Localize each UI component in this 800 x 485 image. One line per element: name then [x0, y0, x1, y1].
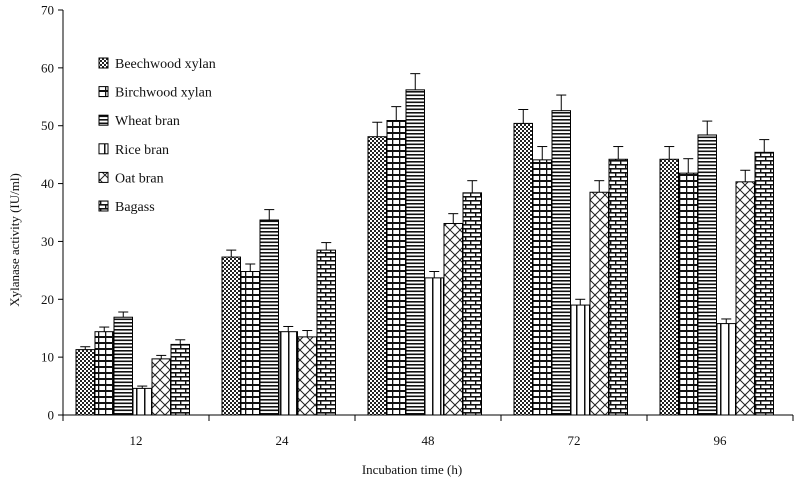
- bar: [570, 304, 590, 416]
- bar: [278, 331, 298, 416]
- x-tick-label: 72: [568, 433, 581, 448]
- legend-label: Oat bran: [115, 171, 164, 186]
- bar: [132, 387, 152, 416]
- y-tick-label: 40: [41, 176, 54, 191]
- bar: [659, 158, 679, 416]
- bar: [462, 192, 482, 416]
- bar: [221, 256, 241, 416]
- y-axis-label: Xylanase activity (IU/ml): [7, 173, 22, 307]
- y-tick-label: 70: [41, 3, 54, 18]
- x-axis-label: Incubation time (h): [362, 462, 462, 477]
- y-tick-label: 50: [41, 118, 54, 133]
- legend-label: Wheat bran: [115, 114, 180, 129]
- y-tick-label: 0: [48, 408, 55, 423]
- bar: [316, 249, 336, 416]
- bar: [589, 191, 609, 416]
- legend-label: Rice bran: [115, 143, 169, 158]
- legend-swatch: [98, 200, 109, 212]
- bar: [75, 349, 95, 416]
- legend-swatch: [98, 86, 109, 98]
- legend-swatch: [98, 57, 109, 69]
- y-tick-label: 20: [41, 292, 54, 307]
- bar: [551, 110, 571, 416]
- legend-label: Birchwood xylan: [115, 86, 212, 101]
- x-tick-label: 48: [422, 433, 435, 448]
- bar: [367, 136, 387, 416]
- y-tick-label: 10: [41, 350, 54, 365]
- bar: [697, 134, 717, 416]
- bar: [405, 89, 425, 416]
- bars: [75, 73, 774, 416]
- legend: Beechwood xylan Birchwood xylan Wheat bran…: [98, 57, 216, 215]
- legend-swatch: [98, 114, 109, 126]
- bar: [424, 277, 444, 416]
- bar: [170, 343, 190, 416]
- x-tick-label: 24: [276, 433, 290, 448]
- bar: [297, 336, 317, 416]
- bar: [754, 151, 774, 416]
- legend-label: Beechwood xylan: [115, 57, 216, 72]
- legend-label: Bagass: [115, 200, 155, 215]
- bar: [151, 358, 171, 416]
- bar: [716, 323, 736, 416]
- bar: [113, 316, 133, 416]
- y-tick-label: 60: [41, 60, 54, 75]
- bar: [608, 158, 628, 416]
- bar: [443, 222, 463, 416]
- bar: [513, 122, 533, 416]
- bar: [532, 159, 552, 416]
- bar: [735, 181, 755, 416]
- bar: [678, 172, 698, 416]
- legend-swatch: [98, 143, 109, 155]
- x-tick-label: 96: [714, 433, 728, 448]
- y-tick-label: 30: [41, 234, 54, 249]
- bar: [240, 271, 260, 416]
- bar: [386, 120, 406, 416]
- bar: [94, 331, 114, 416]
- x-tick-label: 12: [130, 433, 143, 448]
- legend-swatch: [98, 171, 109, 183]
- bar: [259, 219, 279, 416]
